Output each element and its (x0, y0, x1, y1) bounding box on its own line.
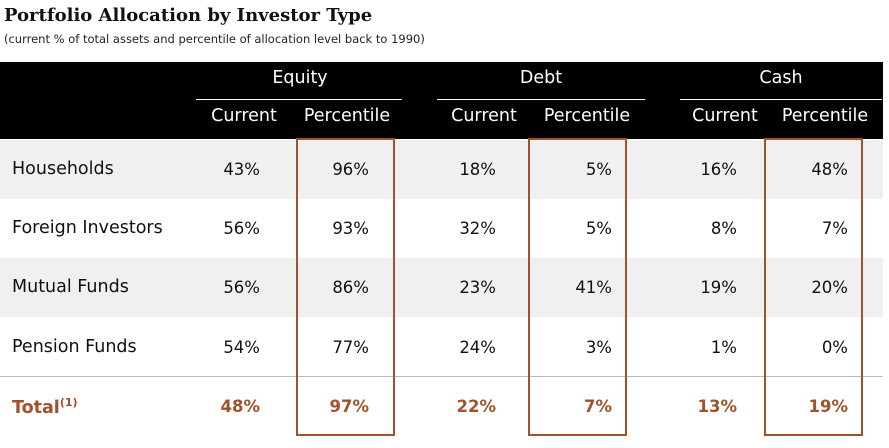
group-underline-debt (437, 99, 645, 100)
group-header-equity: Equity (272, 68, 328, 88)
group-underline-cash (680, 99, 882, 100)
table-title: Portfolio Allocation by Investor Type (4, 5, 373, 26)
table-header (0, 62, 883, 139)
total-divider (0, 376, 883, 377)
table-cell: 3% (585, 338, 612, 357)
table-cell: 32% (459, 219, 496, 238)
row-label: Households (12, 159, 114, 179)
table-cell: 54% (223, 338, 260, 357)
table-cell: 56% (223, 278, 260, 297)
table-cell: 5% (585, 219, 612, 238)
table-cell: 48% (811, 160, 848, 179)
table-cell: 5% (585, 160, 612, 179)
total-cell: 22% (456, 397, 497, 416)
table-cell: 86% (332, 278, 369, 297)
total-cell: 48% (220, 397, 261, 416)
percentile-highlight-box-equity (296, 138, 395, 436)
total-cell: 13% (697, 397, 738, 416)
row-label: Pension Funds (12, 337, 137, 357)
column-header-debt-percentile: Percentile (543, 106, 631, 126)
column-header-cash-percentile: Percentile (781, 106, 869, 126)
percentile-highlight-box-cash (764, 138, 863, 436)
table-cell: 18% (459, 160, 496, 179)
total-row-label: Total(1) (12, 396, 78, 418)
table-subtitle: (current % of total assets and percentil… (4, 32, 425, 46)
row-label: Foreign Investors (12, 218, 163, 238)
table-cell: 0% (821, 338, 848, 357)
table-cell: 77% (332, 338, 369, 357)
total-footnote-marker: (1) (59, 396, 78, 409)
group-header-cash: Cash (759, 68, 803, 88)
column-header-debt-current: Current (451, 106, 517, 126)
row-label: Mutual Funds (12, 277, 129, 297)
column-header-cash-current: Current (692, 106, 758, 126)
table-cell: 43% (223, 160, 260, 179)
table-cell: 7% (821, 219, 848, 238)
column-header-equity-current: Current (211, 106, 277, 126)
table-cell: 96% (332, 160, 369, 179)
column-header-equity-percentile: Percentile (303, 106, 391, 126)
table-cell: 93% (332, 219, 369, 238)
table-cell: 24% (459, 338, 496, 357)
table-cell: 19% (700, 278, 737, 297)
table-cell: 41% (575, 278, 612, 297)
percentile-highlight-box-debt (528, 138, 627, 436)
table-cell: 56% (223, 219, 260, 238)
table-row (0, 258, 883, 317)
table-cell: 8% (710, 219, 737, 238)
table-row (0, 140, 883, 199)
total-label-text: Total (12, 397, 60, 418)
group-header-debt: Debt (519, 68, 563, 88)
table-cell: 16% (700, 160, 737, 179)
group-underline-equity (196, 99, 402, 100)
total-cell: 19% (808, 397, 849, 416)
table-cell: 23% (459, 278, 496, 297)
table-cell: 20% (811, 278, 848, 297)
table-cell: 1% (710, 338, 737, 357)
total-cell: 7% (583, 397, 612, 416)
total-cell: 97% (329, 397, 370, 416)
